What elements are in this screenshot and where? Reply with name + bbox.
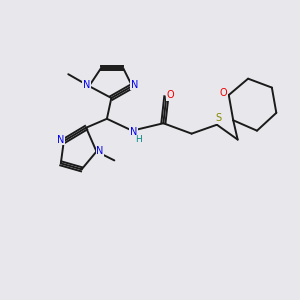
Text: N: N — [96, 146, 104, 157]
Text: O: O — [167, 90, 175, 100]
Text: O: O — [220, 88, 227, 98]
Text: N: N — [57, 135, 64, 145]
Text: S: S — [215, 113, 221, 123]
Text: N: N — [131, 80, 138, 90]
Text: H: H — [135, 135, 142, 144]
Text: N: N — [83, 80, 90, 90]
Text: N: N — [130, 127, 137, 137]
